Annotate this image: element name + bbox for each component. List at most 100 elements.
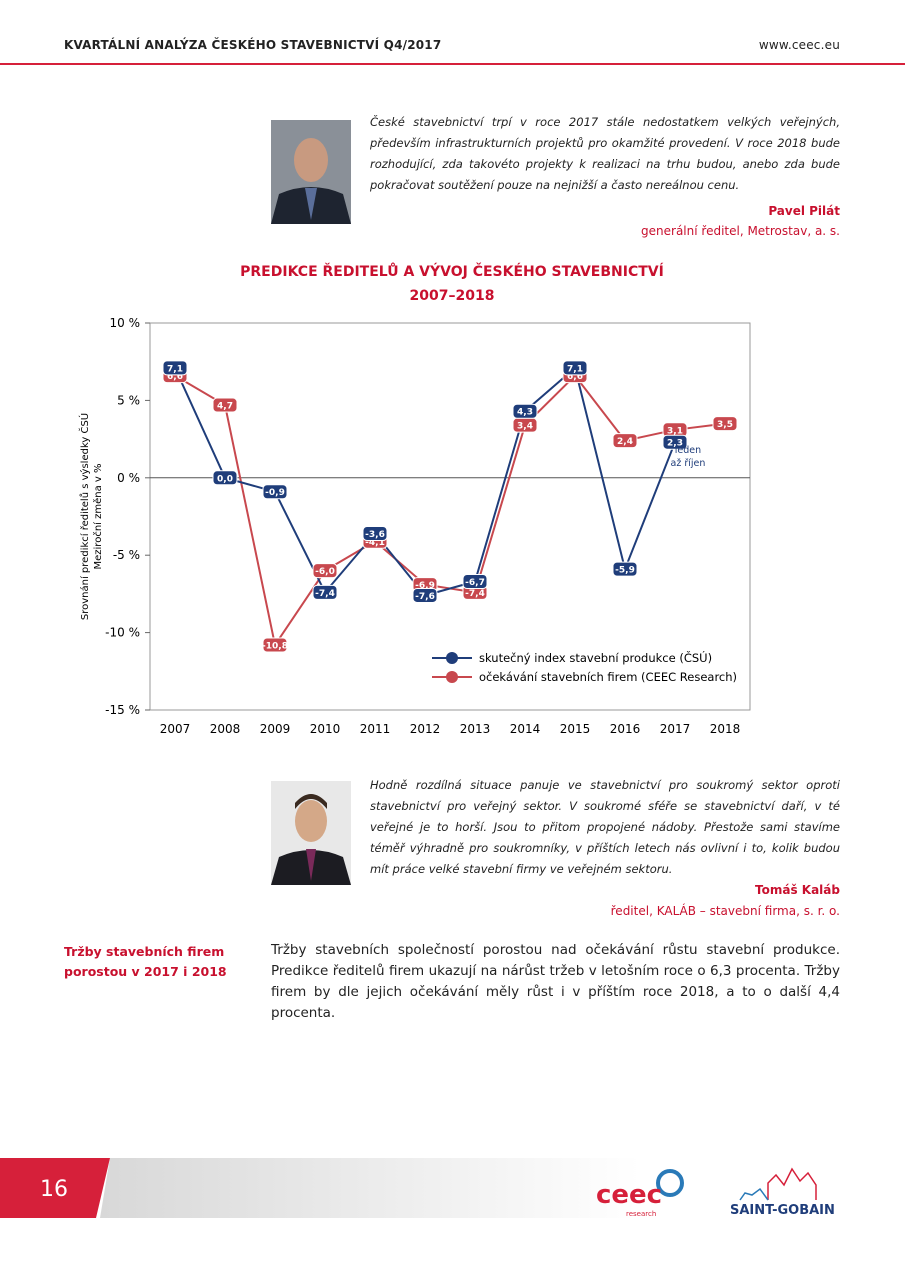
- y-tick-label: -10 %: [105, 626, 140, 640]
- data-point: 3,5: [712, 416, 738, 432]
- value-marker: [312, 563, 338, 579]
- quote-text: Hodně rozdílná situace panuje ve stavebn…: [370, 778, 840, 876]
- header-rule: [0, 63, 905, 65]
- header-url: www.ceec.eu: [758, 38, 840, 52]
- footer-block: [0, 1158, 110, 1218]
- data-point: 4,3: [512, 403, 538, 419]
- x-tick-label: 2017: [660, 722, 691, 736]
- section-heading: Tržby stavebních firem porostou v 2017 i…: [64, 944, 227, 979]
- series-line: [174, 366, 676, 597]
- y-tick-label: -5 %: [113, 548, 140, 562]
- x-tick-label: 2013: [460, 722, 491, 736]
- y-axis-label: Meziroční změna v %: [92, 464, 104, 570]
- data-point: 3,4: [512, 417, 538, 433]
- value-marker: [512, 403, 538, 419]
- logo-ceec: ceec: [596, 1180, 663, 1210]
- x-tick-label: 2012: [410, 722, 441, 736]
- value-label: -4,1: [365, 538, 385, 548]
- annotation: leden: [675, 445, 701, 456]
- legend-label: očekávání stavebních firem (CEEC Researc…: [479, 670, 737, 684]
- value-marker: [262, 484, 288, 500]
- quote-role: generální ředitel, Metrostav, a. s.: [641, 224, 840, 238]
- data-point: 7,1: [562, 360, 588, 376]
- x-tick-label: 2010: [310, 722, 341, 736]
- data-point: -6,0: [312, 563, 338, 579]
- value-label: -5,9: [615, 566, 635, 576]
- chart: PREDIKCE ŘEDITELŮ A VÝVOJ ČESKÉHO STAVEB…: [78, 262, 751, 736]
- chart-subtitle: 2007–2018: [410, 288, 495, 304]
- value-label: -6,7: [465, 578, 485, 588]
- data-point: -7,6: [412, 587, 438, 603]
- logo-icon: [656, 1169, 684, 1197]
- value-marker: [462, 574, 488, 590]
- x-tick-label: 2018: [710, 722, 741, 736]
- photo: [271, 120, 351, 224]
- x-tick-label: 2009: [260, 722, 291, 736]
- y-tick-label: -15 %: [105, 703, 140, 717]
- value-marker: [562, 360, 588, 376]
- value-label: 7,1: [167, 364, 183, 374]
- logo-research: research: [626, 1210, 657, 1218]
- value-label: 7,1: [567, 364, 583, 374]
- data-point: 4,7: [212, 397, 238, 413]
- value-label: 3,1: [667, 426, 683, 436]
- page-number: 16: [40, 1177, 68, 1202]
- y-tick-label: 5 %: [117, 393, 140, 407]
- x-tick-label: 2015: [560, 722, 591, 736]
- quote-role: ředitel, KALÁB – stavební firma, s. r. o…: [610, 904, 840, 918]
- data-point: 2,4: [612, 433, 638, 449]
- value-label: 6,6: [567, 372, 583, 382]
- quote-author: Pavel Pilát: [768, 204, 840, 218]
- legend-marker: [446, 652, 458, 664]
- quote-author: Tomáš Kaláb: [755, 883, 840, 897]
- data-point: 7,1: [162, 360, 188, 376]
- x-tick-label: 2014: [510, 722, 541, 736]
- value-label: 2,3: [667, 439, 683, 449]
- photo: [271, 781, 351, 885]
- section-text: Tržby stavebních společností porostou na…: [271, 942, 840, 1021]
- value-label: 3,5: [717, 420, 733, 430]
- x-tick-label: 2011: [360, 722, 391, 736]
- value-label: -10,8: [262, 641, 288, 651]
- chart-title: PREDIKCE ŘEDITELŮ A VÝVOJ ČESKÉHO STAVEB…: [240, 262, 664, 280]
- value-marker: [662, 434, 688, 450]
- legend-label: skutečný index stavební produkce (ČSÚ): [479, 650, 712, 665]
- value-label: 3,4: [517, 422, 533, 432]
- value-label: 0,0: [217, 474, 233, 484]
- value-marker: [262, 637, 288, 653]
- value-label: 6,6: [167, 372, 183, 382]
- x-tick-label: 2007: [160, 722, 191, 736]
- value-label: -6,0: [315, 567, 335, 577]
- value-label: -6,9: [415, 581, 435, 591]
- value-marker: [162, 360, 188, 376]
- value-label: 4,7: [217, 402, 233, 412]
- data-point: 0,0: [212, 470, 238, 486]
- data-point: -5,9: [612, 561, 638, 577]
- value-label: -7,4: [465, 589, 485, 599]
- logo-icon: [739, 1187, 769, 1201]
- data-point: -6,7: [462, 574, 488, 590]
- plot-frame: [149, 322, 751, 711]
- data-point: 2,3: [662, 434, 688, 450]
- logo-icon: [767, 1167, 817, 1200]
- value-label: -0,9: [265, 488, 285, 498]
- x-tick-label: 2016: [610, 722, 641, 736]
- footer-band: [100, 1158, 640, 1218]
- value-label: -3,6: [365, 530, 385, 540]
- value-label: -7,4: [315, 589, 335, 599]
- value-marker: [712, 416, 738, 432]
- legend-marker: [446, 671, 458, 683]
- value-marker: [312, 584, 338, 600]
- y-axis-label: Srovnání predikcí ředitelů s výsledky ČS…: [78, 413, 91, 620]
- series-line: [174, 374, 726, 648]
- data-point: -0,9: [262, 484, 288, 500]
- data-point: -10,8: [262, 637, 288, 653]
- quote-text: České stavebnictví trpí v roce 2017 stál…: [370, 115, 840, 192]
- value-label: -7,6: [415, 592, 435, 602]
- data-point: -7,4: [312, 584, 338, 600]
- footer: [0, 1158, 817, 1218]
- x-tick-label: 2008: [210, 722, 241, 736]
- value-label: 2,4: [617, 437, 633, 447]
- value-marker: [612, 561, 638, 577]
